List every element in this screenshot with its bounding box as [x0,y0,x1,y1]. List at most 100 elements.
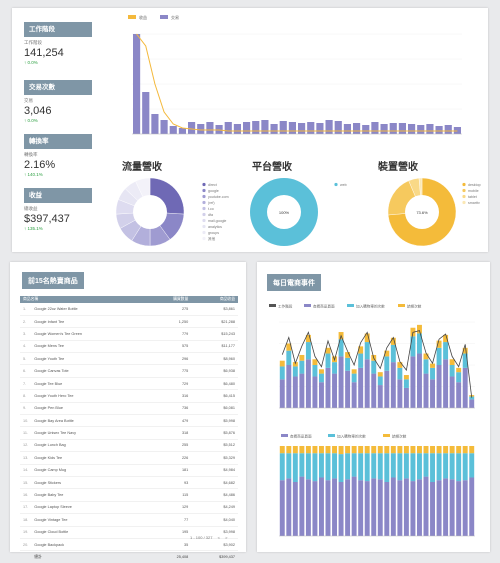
table-row[interactable]: 10. Google Bay Area Bottle 479 $5,998 [20,414,238,428]
bar-segment [279,366,285,380]
product-name: Google Tee Blue [31,377,146,391]
table-row[interactable]: 1. Google 22oz Water Bottle 275 $3,861 [20,303,238,316]
percent-segment [358,480,364,536]
product-name: Google Pen Blue [31,402,146,416]
bar-segment [390,344,396,363]
percent-segment [390,453,396,478]
bar-segment [390,337,396,345]
table-row[interactable]: 11. Google Unisex Tee Navy 318 $5,876 [20,426,238,440]
next-page-button[interactable]: > [225,535,228,540]
table-row[interactable]: 9. Google Pen Blue 736 $6,081 [20,402,238,416]
table-row[interactable]: 7. Google Tee Blue 729 $6,480 [20,377,238,391]
table-row[interactable]: 18. Google Vintage Tee 77 $4,040 [20,513,238,527]
quantity-cell: 275 [145,303,192,316]
kpi-change: ↑ 0.0% [24,118,38,123]
row-index: 11. [20,426,32,440]
kpi-label: 工作階段 [24,40,42,45]
bar-segment [462,347,468,354]
bar-segment [430,363,435,368]
legend-label: 工作階段 [278,304,293,309]
bar [316,123,324,134]
kpi-value: 3,046 [24,105,52,117]
quantity-cell: 316 [145,389,192,403]
bar-segment [332,362,337,374]
revenue-cell: $4,682 [191,476,238,490]
prev-page-button[interactable]: < [217,535,220,540]
bar-segment [305,334,311,343]
bar-segment [279,379,285,408]
revenue-cell: $21,288 [191,315,238,329]
table-row[interactable]: 6. Google Canvas Tote 775 $6,938 [20,364,238,378]
percent-segment [456,446,462,454]
product-name: Google Youth Tee [31,352,146,366]
percent-segment [456,453,462,482]
percent-segment [371,453,377,479]
bar [197,124,205,134]
table-row[interactable]: 14. Google Camp Mug 181 $4,984 [20,464,238,477]
revenue-cell: $5,512 [191,439,238,453]
kpi-label: 交易 [24,98,33,103]
bar [343,124,351,134]
platform-revenue-donut: 100% web [250,178,347,246]
percent-segment [384,446,390,454]
table-row[interactable]: 15. Google Stickers 93 $4,682 [20,476,238,490]
table-row[interactable]: 2. Google Infant Tee 1,250 $21,288 [20,315,238,329]
bar-segment [338,339,344,357]
percent-segment [312,481,318,536]
percent-segment [443,478,449,536]
table-row[interactable]: 4. Google Mens Tee 575 $11,177 [20,340,238,354]
table-row[interactable]: 8. Google Youth Hero Tee 316 $6,415 [20,389,238,403]
row-index: 17. [20,501,32,515]
products-table: 商品名稱 購買數量 商品收益 1. Google 22oz Water Bottl… [20,296,238,563]
table-row[interactable]: 12. Google Lunch Bag 255 $5,512 [20,439,238,453]
percent-segment [462,446,468,454]
bar-segment [423,373,429,408]
bar-segment [403,387,409,408]
percent-segment [377,479,383,536]
bar [142,92,150,134]
percent-segment [332,478,337,536]
legend-dot [202,212,206,217]
revenue-cell: $4,040 [191,513,238,527]
table-row[interactable]: 13. Google Kids Tee 226 $5,329 [20,451,238,465]
product-name: Google Kids Tee [31,451,146,465]
section-title: 前15名熱賣商品 [22,272,84,289]
percent-segment [292,453,298,482]
bar-segment [364,342,370,360]
legend-swatch [383,434,390,437]
revenue-cell: $8,960 [191,352,238,366]
percent-segment [325,453,331,481]
legend-label: tablet [468,195,477,199]
bar-segment [299,354,305,361]
product-name: Google Laptop Sleeve [31,501,146,515]
bar [261,120,269,134]
table-row[interactable]: 20. Google Backpack 35 $3,902 [20,538,238,552]
column-header[interactable]: 商品名稱 [20,296,146,303]
table-row[interactable]: 16. Google Baby Tee 115 $4,486 [20,488,238,502]
percent-segment [430,453,435,482]
bar-segment [397,362,403,368]
percent-segment [436,446,442,454]
revenue-cell: $3,861 [191,303,238,316]
bar [298,123,306,134]
revenue-cell: $4,486 [191,488,238,502]
percent-segment [423,476,429,536]
percent-segment [319,453,324,478]
legend-swatch [398,304,405,307]
product-name: Google Women's Tee Green [31,327,146,341]
product-name: Google Youth Hero Tee [31,389,146,403]
table-row[interactable]: 17. Google Laptop Sleeve 129 $4,249 [20,501,238,515]
table-row[interactable]: 5. Google Youth Tee 296 $8,960 [20,352,238,366]
bar-segment [462,353,468,368]
table-row[interactable]: 3. Google Women's Tee Green 779 $15,243 [20,327,238,341]
table-row[interactable]: 19. Google Cloud Bottle 195 $3,998 [20,526,238,539]
column-header[interactable]: 商品收益 [191,296,238,303]
column-header[interactable]: 購買數量 [145,296,192,303]
revenue-cell: $6,415 [191,389,238,403]
table-header: 商品名稱 購買數量 商品收益 [20,296,238,303]
bar-segment [299,360,305,374]
bar-segment [436,365,442,408]
row-index: 8. [20,389,32,403]
legend-swatch [328,434,335,437]
quantity-cell: 181 [145,464,192,477]
